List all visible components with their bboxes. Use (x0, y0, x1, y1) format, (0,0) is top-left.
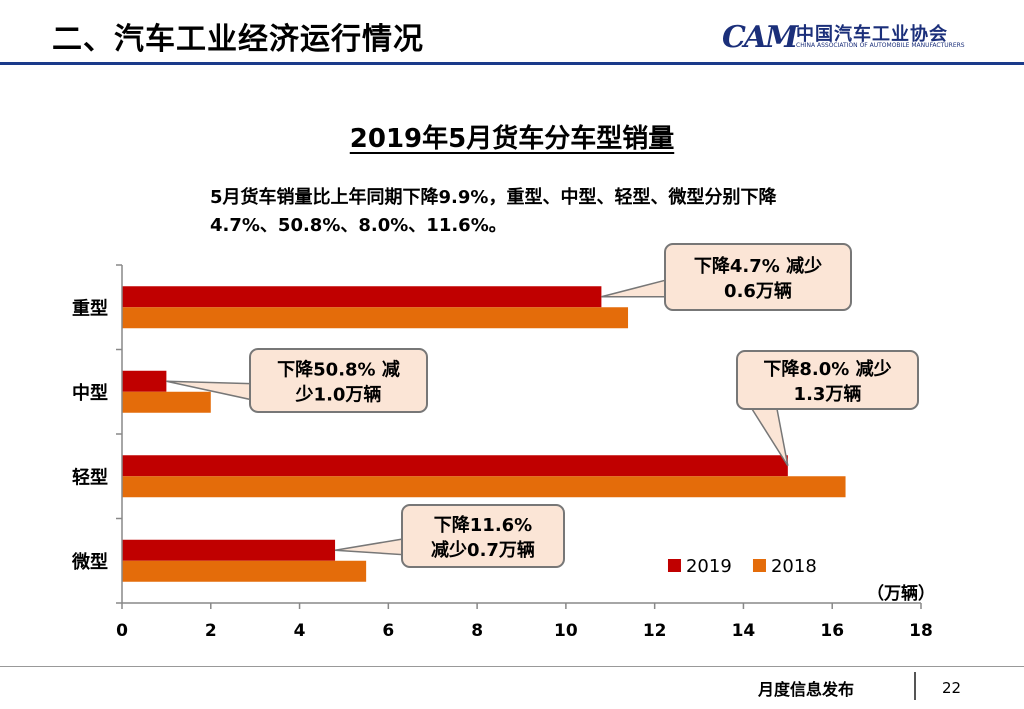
callout-box-3 (401, 504, 565, 568)
category-label-2: 轻型 (72, 466, 108, 488)
callout-pointer-3 (334, 538, 403, 556)
x-tick-label-0: 0 (116, 621, 128, 641)
bar-2018-0 (122, 307, 629, 329)
x-tick-label-6: 12 (643, 621, 667, 641)
category-label-1: 中型 (72, 382, 108, 404)
x-tick-label-4: 8 (471, 621, 483, 641)
footer-divider (0, 666, 1024, 667)
legend-swatch-2019 (667, 559, 681, 572)
callout-joint-3 (404, 539, 406, 555)
callout-text-1-line1: 下降50.8% 减 (277, 359, 400, 381)
unit-label: （万辆） (867, 583, 935, 604)
page-number: 22 (942, 679, 962, 697)
footer-label: 月度信息发布 (758, 680, 855, 699)
x-tick-label-8: 16 (820, 621, 844, 641)
x-tick-label-1: 2 (205, 621, 217, 641)
legend-swatch-2018 (752, 559, 766, 572)
bar-2018-3 (122, 560, 367, 582)
callout-box-2 (736, 350, 919, 410)
summary-line-1: 5月货车销量比上年同期下降9.9%，重型、中型、轻型、微型分别下降 (210, 187, 777, 208)
callout-text-3-line2: 减少0.7万辆 (431, 539, 535, 561)
x-tick-label-5: 10 (554, 621, 578, 641)
logo-mark: CAM (722, 20, 798, 55)
bar-2019-3 (122, 539, 336, 561)
page-title: 二、汽车工业经济运行情况 (52, 22, 424, 57)
x-tick-label-3: 6 (382, 621, 394, 641)
chart-title: 2019年5月货车分车型销量 (349, 124, 675, 154)
callout-box-1 (249, 348, 428, 413)
footer-separator (914, 672, 916, 700)
bar-2018-2 (122, 476, 846, 498)
callout-box-0 (664, 243, 852, 311)
x-tick-label-7: 14 (732, 621, 756, 641)
category-label-3: 微型 (71, 551, 108, 573)
callout-text-0-line1: 下降4.7% 减少 (694, 255, 822, 277)
logo-english-name: CHINA ASSOCIATION OF AUTOMOBILE MANUFACT… (796, 42, 965, 49)
callout-joint-0 (667, 280, 669, 297)
callout-joint-1 (252, 383, 254, 400)
summary-text: 5月货车销量比上年同期下降9.9%，重型、中型、轻型、微型分别下降 4.7%、5… (210, 184, 970, 240)
callout-text-0-line2: 0.6万辆 (724, 280, 792, 302)
summary-line-2: 4.7%、50.8%、8.0%、11.6%。 (210, 215, 507, 236)
callout-pointer-0 (601, 279, 666, 298)
callout-joint-2 (754, 405, 779, 407)
bar-2019-0 (122, 286, 602, 308)
legend-label-2018: 2018 (771, 556, 817, 577)
callout-text-3-line1: 下降11.6% (434, 514, 532, 536)
bar-2019-2 (122, 455, 788, 477)
x-tick-label-2: 4 (294, 621, 306, 641)
x-tick-label-9: 18 (909, 621, 933, 641)
header-divider (0, 62, 1024, 65)
callout-text-1-line2: 少1.0万辆 (295, 384, 382, 406)
bar-2018-1 (122, 391, 211, 413)
bar-2019-1 (122, 370, 167, 392)
callout-text-2-line2: 1.3万辆 (794, 383, 862, 405)
category-label-0: 重型 (72, 297, 108, 319)
association-logo: CAM 中国汽车工业协会 CHINA ASSOCIATION OF AUTOMO… (722, 18, 992, 58)
legend-label-2019: 2019 (686, 556, 732, 577)
callout-text-2-line1: 下降8.0% 减少 (763, 358, 891, 380)
logo-chinese-name: 中国汽车工业协会 (796, 24, 948, 45)
